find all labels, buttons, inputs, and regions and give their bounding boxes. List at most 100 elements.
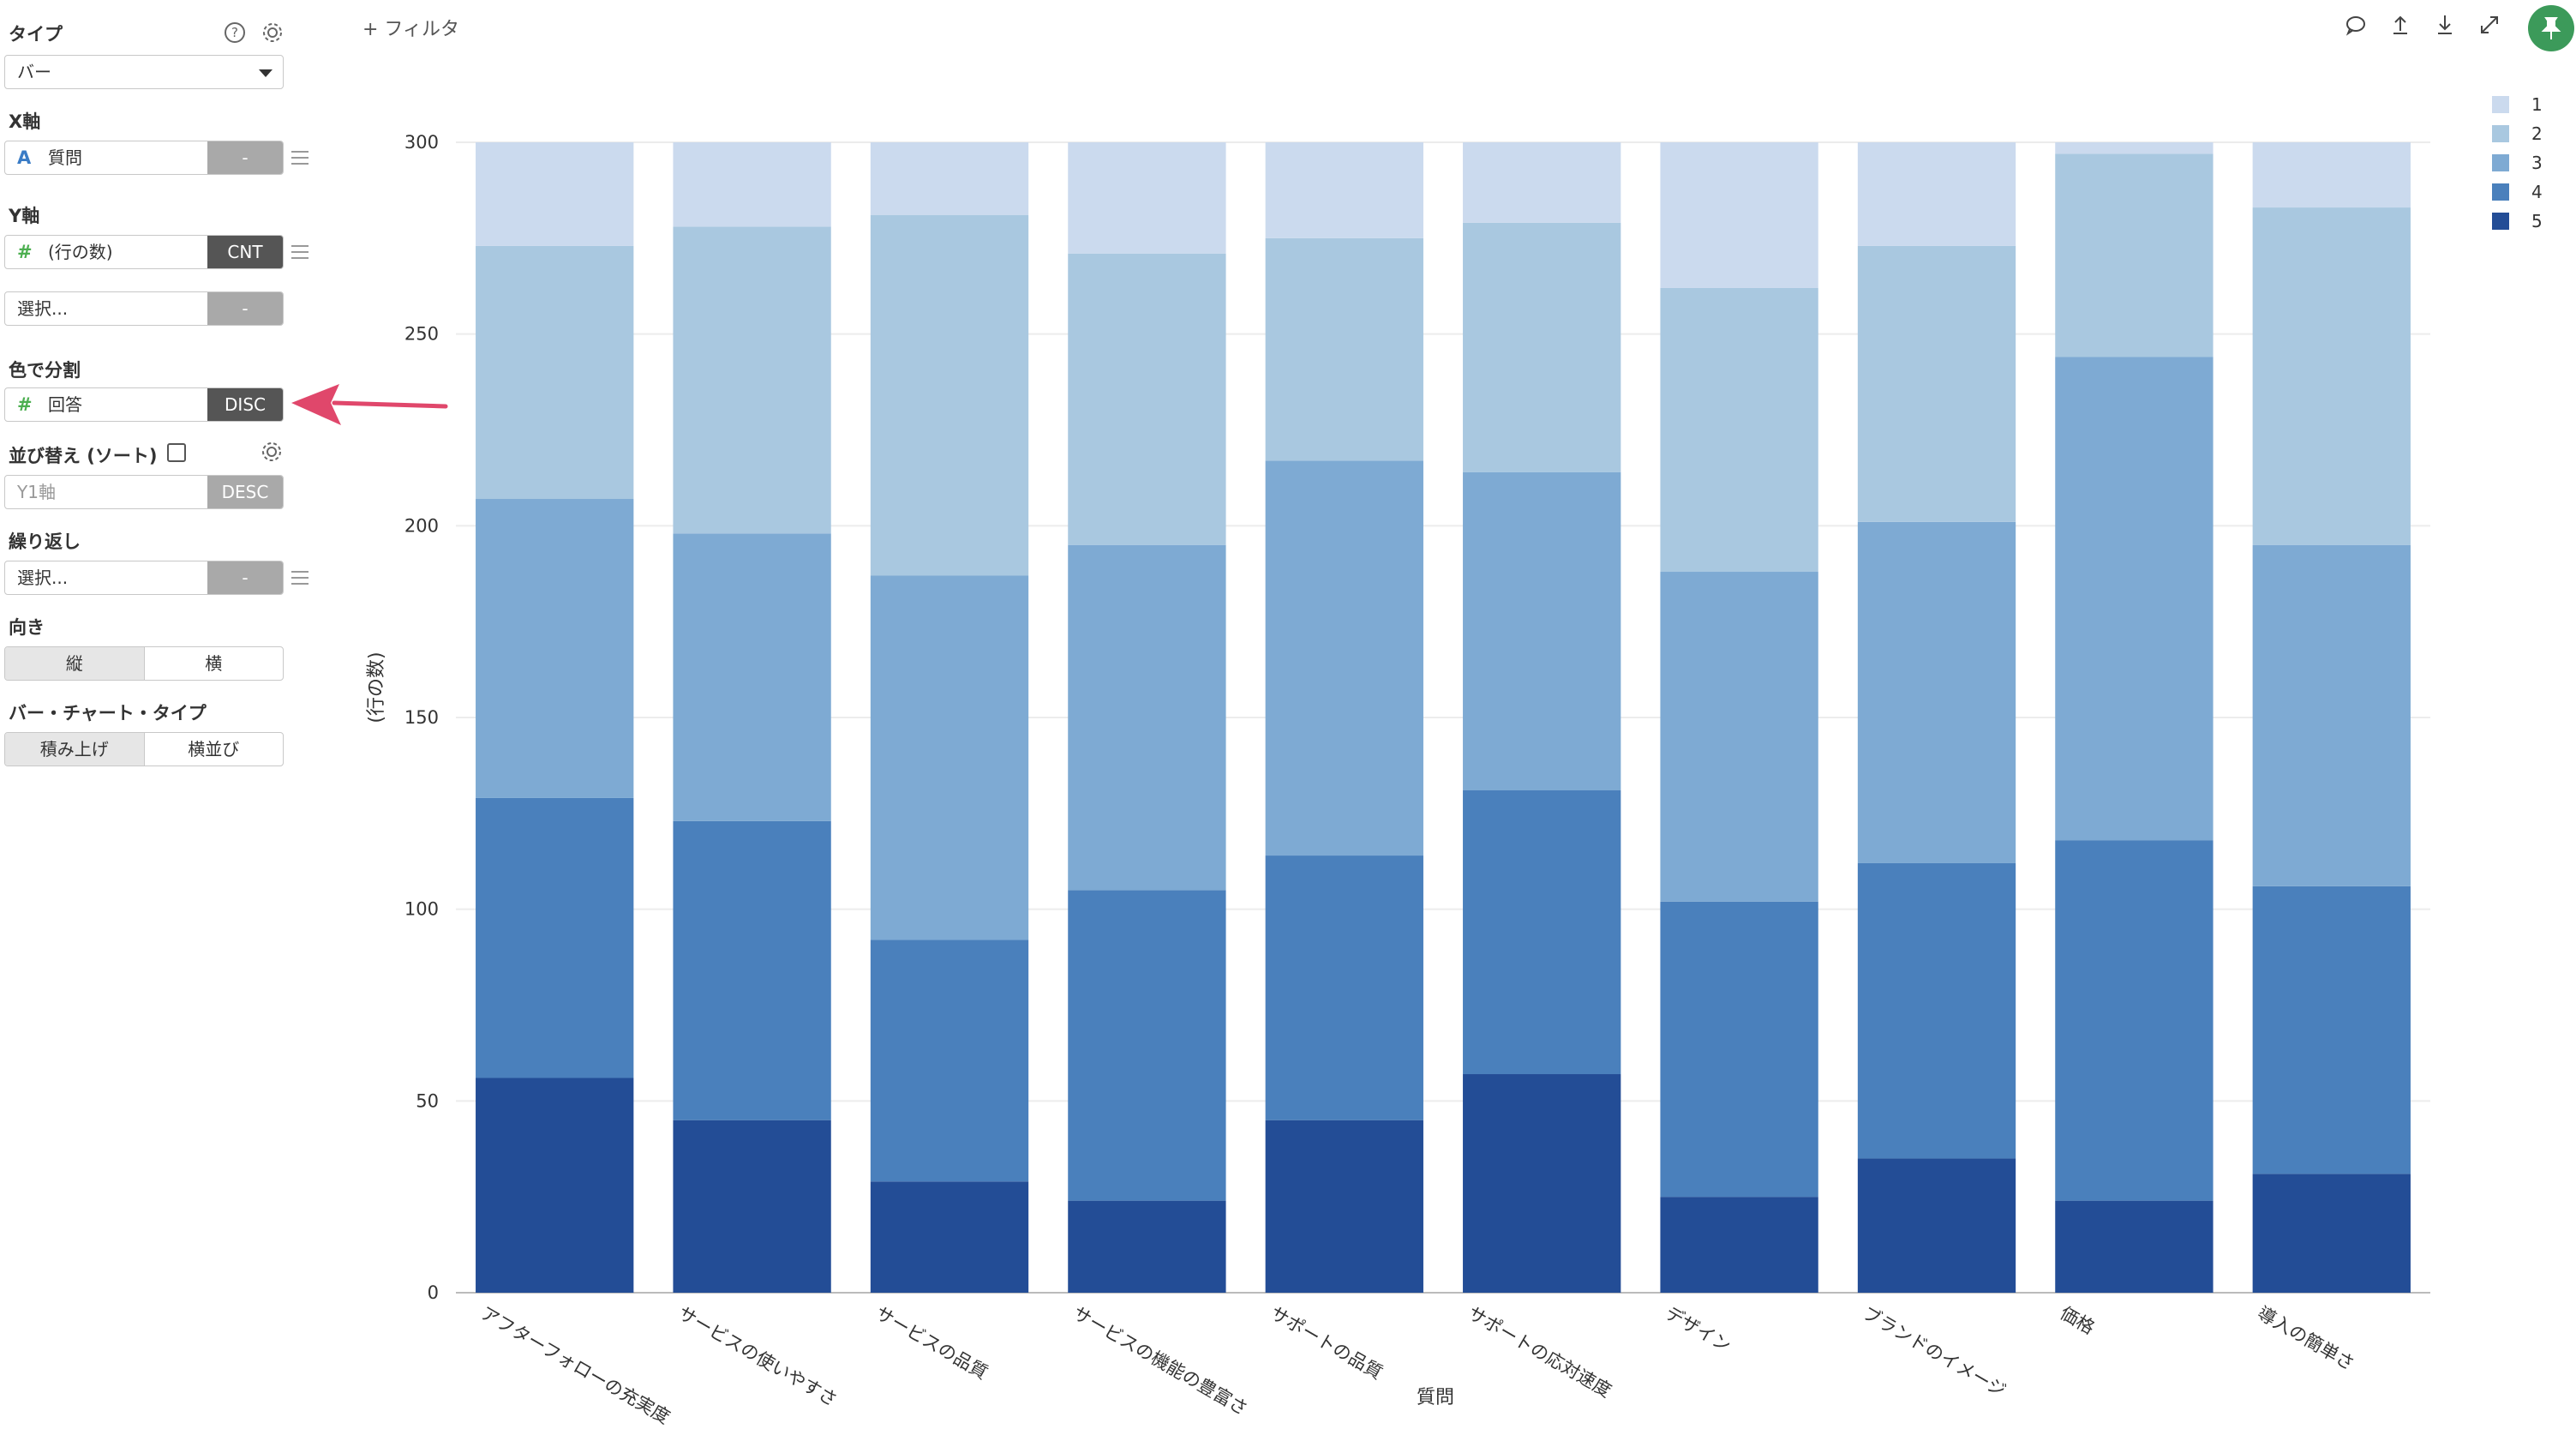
number-type-icon: # — [17, 242, 33, 262]
expand-icon[interactable] — [2477, 12, 2502, 38]
bar-segment[interactable] — [2252, 544, 2411, 886]
bar-segment[interactable] — [1857, 862, 2016, 1159]
bar-segment[interactable] — [2252, 142, 2411, 208]
legend-label: 2 — [2531, 123, 2543, 144]
bar-segment[interactable] — [870, 142, 1029, 215]
y-axis-section-title: Y軸 — [9, 206, 40, 226]
bar-segment[interactable] — [1660, 142, 1818, 288]
sort-order-button[interactable]: DESC — [207, 476, 283, 508]
bar-segment[interactable] — [2055, 357, 2214, 841]
orientation-horizontal-button[interactable]: 横 — [205, 653, 223, 674]
y-axis-field[interactable]: # (行の数) CNT — [4, 235, 284, 269]
bar-segment[interactable] — [1068, 1200, 1226, 1293]
settings-panel: タイプ ? バー X軸 A 質問 - Y軸 # (行の数) CNT 選択... … — [0, 0, 309, 1447]
bar-segment[interactable] — [1463, 790, 1621, 1075]
bar-segment[interactable] — [2055, 840, 2214, 1201]
bar-segment[interactable] — [2252, 207, 2411, 545]
y-axis-second-field[interactable]: 選択... - — [4, 291, 284, 326]
bar-segment[interactable] — [1463, 471, 1621, 790]
bar-segment[interactable] — [1463, 1074, 1621, 1293]
bar-segment[interactable] — [1068, 253, 1226, 545]
text-type-icon: A — [17, 147, 32, 168]
bar-segment[interactable] — [1857, 245, 2016, 522]
bar-segment[interactable] — [673, 533, 831, 821]
orientation-vertical-button[interactable]: 縦 — [5, 647, 145, 680]
bar-segment[interactable] — [673, 142, 831, 227]
bar-segment[interactable] — [1265, 856, 1423, 1120]
pin-button[interactable] — [2528, 5, 2574, 51]
bar-segment[interactable] — [870, 214, 1029, 576]
bar-type-side-by-side-button[interactable]: 横並び — [188, 739, 240, 760]
color-split-field-label: 回答 — [48, 394, 82, 415]
x-tick-label: サービスの機能の豊富さ — [1069, 1303, 1251, 1420]
x-tick-label: サポートの応対速度 — [1465, 1303, 1615, 1402]
y-axis-menu-icon[interactable] — [291, 245, 309, 259]
bar-segment[interactable] — [1265, 142, 1423, 238]
repeat-field[interactable]: 選択... - — [4, 561, 284, 595]
y-axis-aggregation-button[interactable]: CNT — [207, 236, 283, 268]
bar-segment[interactable] — [673, 226, 831, 534]
x-axis-aggregation-button[interactable]: - — [207, 141, 283, 174]
bar-type-stacked-button[interactable]: 積み上げ — [5, 733, 145, 766]
x-axis-menu-icon[interactable] — [291, 151, 309, 165]
help-icon[interactable]: ? — [224, 21, 246, 44]
bar-segment[interactable] — [870, 1181, 1029, 1293]
bar-segment[interactable] — [1660, 572, 1818, 902]
bar-segment[interactable] — [476, 142, 634, 246]
bar-segment[interactable] — [1463, 142, 1621, 223]
bar-segment[interactable] — [476, 1078, 634, 1293]
bar-segment[interactable] — [673, 820, 831, 1120]
bar-segment[interactable] — [2252, 886, 2411, 1174]
bar-segment[interactable] — [870, 575, 1029, 940]
bar-segment[interactable] — [1068, 890, 1226, 1201]
gear-icon[interactable] — [261, 21, 284, 44]
color-split-field[interactable]: # 回答 DISC — [4, 387, 284, 422]
bar-segment[interactable] — [1068, 142, 1226, 254]
pin-icon — [2541, 17, 2561, 39]
bar-segment[interactable] — [2055, 1200, 2214, 1293]
x-tick-label: ブランドのイメージ — [1860, 1303, 2010, 1402]
bar-segment[interactable] — [1463, 222, 1621, 472]
repeat-section-title: 繰り返し — [9, 531, 81, 552]
bar-segment[interactable] — [1660, 1197, 1818, 1293]
bar-segment[interactable] — [1857, 521, 2016, 863]
bar-segment[interactable] — [476, 797, 634, 1078]
download-icon[interactable] — [2432, 12, 2458, 38]
y-axis-second-aggregation-button[interactable]: - — [207, 292, 283, 325]
bar-segment[interactable] — [2252, 1174, 2411, 1293]
y-axis-second-placeholder: 選択... — [17, 298, 69, 319]
bar-segment[interactable] — [1857, 1158, 2016, 1293]
y-axis-field-label: (行の数) — [48, 242, 113, 262]
chart-type-select[interactable]: バー — [4, 55, 284, 89]
y-tick-label: 250 — [404, 324, 439, 345]
bar-segment[interactable] — [1660, 287, 1818, 573]
bar-segment[interactable] — [2055, 153, 2214, 357]
bar-segment[interactable] — [870, 940, 1029, 1182]
legend-swatch — [2492, 125, 2509, 142]
chevron-down-icon — [259, 69, 273, 77]
upload-icon[interactable] — [2387, 12, 2413, 38]
sort-checkbox[interactable] — [167, 443, 186, 462]
x-axis-field[interactable]: A 質問 - — [4, 141, 284, 175]
bar-segment[interactable] — [1265, 460, 1423, 856]
x-axis-label: 質問 — [1417, 1387, 1454, 1408]
bar-segment[interactable] — [1265, 1120, 1423, 1293]
repeat-aggregation-button[interactable]: - — [207, 561, 283, 594]
sort-gear-icon[interactable] — [261, 441, 283, 463]
comment-icon[interactable] — [2343, 12, 2369, 38]
bar-segment[interactable] — [476, 245, 634, 500]
bar-segment[interactable] — [2055, 142, 2214, 154]
bar-segment[interactable] — [1660, 901, 1818, 1198]
bar-segment[interactable] — [1068, 544, 1226, 891]
legend-swatch — [2492, 183, 2509, 201]
bar-segment[interactable] — [1265, 237, 1423, 461]
bar-segment[interactable] — [673, 1120, 831, 1293]
add-filter-button[interactable]: + フィルタ — [362, 19, 459, 40]
bar-segment[interactable] — [1857, 142, 2016, 246]
repeat-menu-icon[interactable] — [291, 571, 309, 585]
x-tick-label: サービスの使いやすさ — [674, 1303, 841, 1411]
y-tick-label: 50 — [416, 1090, 439, 1111]
bar-segment[interactable] — [476, 499, 634, 798]
sort-field[interactable]: Y1軸 DESC — [4, 475, 284, 509]
color-split-type-button[interactable]: DISC — [207, 388, 283, 421]
